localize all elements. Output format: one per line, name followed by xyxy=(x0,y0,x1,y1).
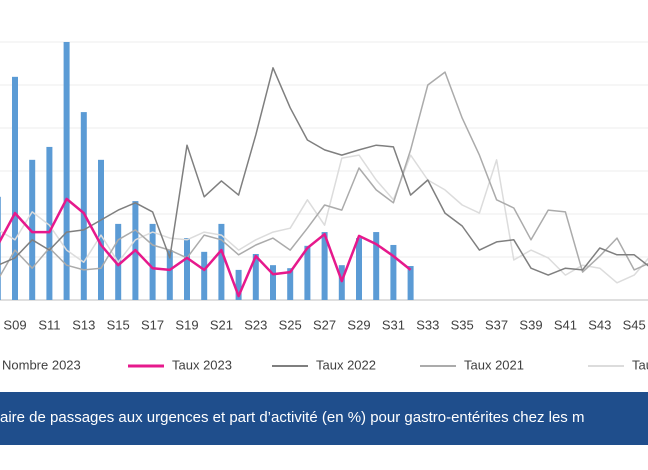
bar xyxy=(98,159,104,300)
x-tick-label: S31 xyxy=(382,317,405,332)
legend-label: Taux 2021 xyxy=(464,357,524,372)
x-tick-label: S11 xyxy=(38,317,60,332)
bar xyxy=(235,269,242,300)
bar xyxy=(390,244,397,300)
bar xyxy=(270,265,276,300)
x-tick-label: S21 xyxy=(210,317,233,332)
x-tick-label: S35 xyxy=(451,317,474,332)
x-tick-label: S17 xyxy=(141,317,164,332)
bar xyxy=(12,76,18,300)
bar xyxy=(0,196,1,300)
x-tick-label: S27 xyxy=(313,317,336,332)
bar xyxy=(46,146,53,300)
x-tick-label: S23 xyxy=(244,317,267,332)
x-tick-label: S15 xyxy=(107,317,130,332)
bar xyxy=(252,253,259,300)
bar xyxy=(218,223,225,300)
line xyxy=(0,154,648,284)
legend-label: Taux 2023 xyxy=(172,357,232,372)
x-tick-label: S13 xyxy=(72,317,95,332)
legend-label: Taux 2022 xyxy=(316,357,376,372)
bar xyxy=(407,266,414,300)
bar xyxy=(338,265,345,300)
bar xyxy=(166,250,173,300)
bar xyxy=(29,159,36,300)
legend-label: Nombre 2023 xyxy=(2,357,81,372)
x-tick-label: S09 xyxy=(3,317,26,332)
bar xyxy=(287,268,294,300)
bar xyxy=(63,42,70,300)
x-tick-label: S19 xyxy=(175,317,198,332)
x-tick-label: S25 xyxy=(279,317,302,332)
bar xyxy=(356,238,362,300)
x-tick-label: S41 xyxy=(554,317,577,332)
x-tick-label: S33 xyxy=(416,317,439,332)
x-tick-label: S39 xyxy=(519,317,542,332)
bar xyxy=(184,238,190,300)
x-tick-label: S29 xyxy=(347,317,370,332)
bar xyxy=(149,223,156,300)
bar xyxy=(321,232,328,300)
x-tick-label: S43 xyxy=(588,317,611,332)
line xyxy=(0,71,648,278)
x-tick-label: S45 xyxy=(623,317,646,332)
line xyxy=(0,197,412,298)
bar xyxy=(373,232,380,300)
legend-label: Tau xyxy=(632,357,648,372)
line xyxy=(0,67,648,276)
bar xyxy=(201,251,208,300)
caption-band xyxy=(0,392,648,445)
bar xyxy=(80,112,87,300)
bar xyxy=(304,245,311,300)
caption: aire de passages aux urgences et part d’… xyxy=(0,409,584,426)
x-tick-label: S37 xyxy=(485,317,508,332)
